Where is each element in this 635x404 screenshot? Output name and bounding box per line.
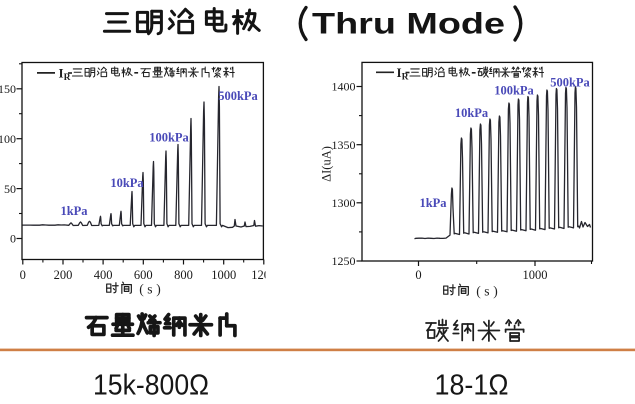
svg-text:(: ( <box>476 284 481 299</box>
svg-text:10kPa: 10kPa <box>455 106 489 120</box>
svg-text:1250: 1250 <box>332 254 356 268</box>
svg-text:1400: 1400 <box>332 80 356 94</box>
svg-text:s: s <box>484 284 489 299</box>
svg-text:600: 600 <box>134 268 153 282</box>
svg-text:IR: IR <box>397 65 409 83</box>
svg-text:1kPa: 1kPa <box>419 196 447 210</box>
svg-text:1200: 1200 <box>251 268 276 282</box>
svg-text:15k-800Ω: 15k-800Ω <box>93 370 209 402</box>
svg-text:200: 200 <box>54 268 73 282</box>
svg-text:100kPa: 100kPa <box>149 131 189 145</box>
svg-text:s: s <box>147 282 152 297</box>
svg-text:1000: 1000 <box>523 268 548 282</box>
svg-text:1000: 1000 <box>211 268 236 282</box>
svg-text:1350: 1350 <box>332 138 356 152</box>
svg-text:): ) <box>493 284 498 299</box>
svg-text:IR: IR <box>59 66 71 84</box>
svg-text:ΔI(uA): ΔI(uA) <box>320 146 334 182</box>
svg-text:Thru Mode: Thru Mode <box>312 8 505 41</box>
svg-text:1kPa: 1kPa <box>60 204 88 218</box>
svg-text:100kPa: 100kPa <box>494 84 534 98</box>
svg-text:400: 400 <box>94 268 113 282</box>
svg-text:500kPa: 500kPa <box>218 89 258 103</box>
svg-text:150: 150 <box>0 82 16 96</box>
svg-text:0: 0 <box>20 268 26 282</box>
svg-text:18-1Ω: 18-1Ω <box>435 370 509 402</box>
svg-text:): ) <box>156 282 161 297</box>
svg-text:1300: 1300 <box>332 196 356 210</box>
svg-text:10kPa: 10kPa <box>110 176 144 190</box>
svg-text:50: 50 <box>4 182 16 196</box>
svg-text:0: 0 <box>10 232 16 246</box>
svg-text:(: ( <box>139 282 144 297</box>
svg-text:800: 800 <box>174 268 193 282</box>
svg-text:100: 100 <box>0 132 16 146</box>
svg-text:0: 0 <box>415 268 421 282</box>
svg-text:500kPa: 500kPa <box>550 76 590 90</box>
